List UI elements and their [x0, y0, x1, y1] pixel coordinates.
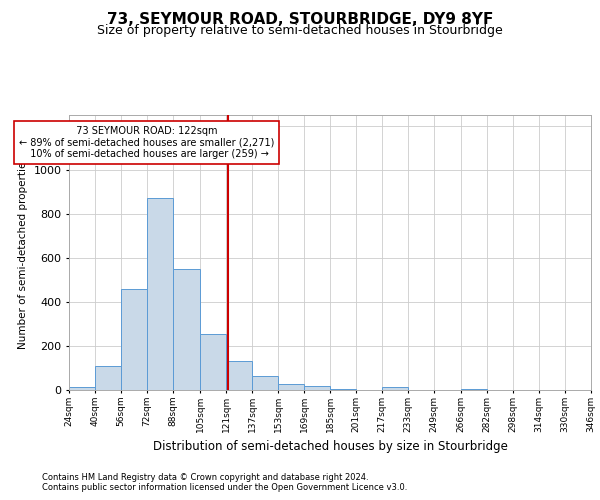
Bar: [69, 386, 95, 390]
Bar: [200, 334, 226, 390]
Bar: [147, 198, 173, 390]
Bar: [95, 366, 121, 390]
Y-axis label: Number of semi-detached properties: Number of semi-detached properties: [17, 156, 28, 349]
Bar: [278, 384, 304, 390]
X-axis label: Distribution of semi-detached houses by size in Stourbridge: Distribution of semi-detached houses by …: [152, 440, 508, 454]
Bar: [461, 389, 487, 390]
Text: 73, SEYMOUR ROAD, STOURBRIDGE, DY9 8YF: 73, SEYMOUR ROAD, STOURBRIDGE, DY9 8YF: [107, 12, 493, 28]
Bar: [382, 388, 408, 390]
Text: Contains public sector information licensed under the Open Government Licence v3: Contains public sector information licen…: [42, 482, 407, 492]
Bar: [252, 376, 278, 390]
Bar: [121, 289, 147, 390]
Bar: [226, 362, 252, 390]
Text: 73 SEYMOUR ROAD: 122sqm  
← 89% of semi-detached houses are smaller (2,271)
  10: 73 SEYMOUR ROAD: 122sqm ← 89% of semi-de…: [19, 126, 275, 159]
Bar: [173, 270, 200, 390]
Text: Size of property relative to semi-detached houses in Stourbridge: Size of property relative to semi-detach…: [97, 24, 503, 37]
Bar: [330, 389, 356, 390]
Bar: [304, 386, 330, 390]
Text: Contains HM Land Registry data © Crown copyright and database right 2024.: Contains HM Land Registry data © Crown c…: [42, 472, 368, 482]
